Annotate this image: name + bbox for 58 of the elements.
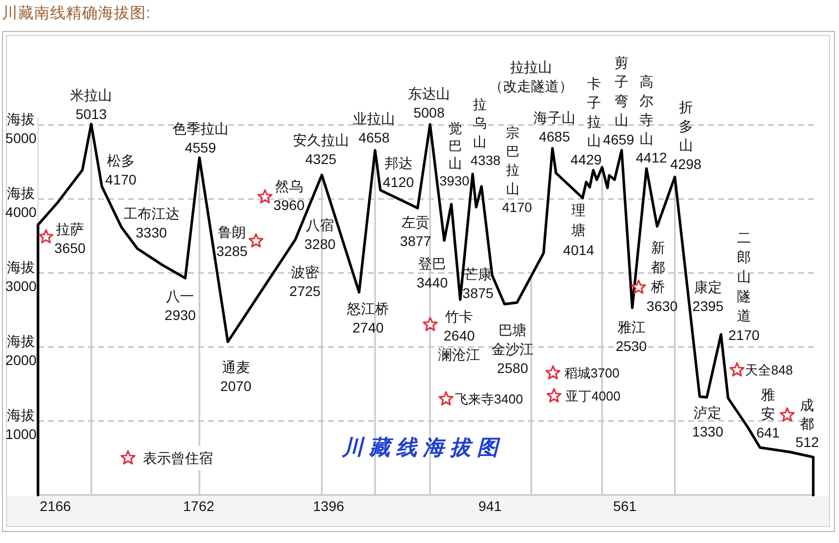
y-axis-title: 海拔: [7, 185, 35, 202]
annotation: 折多山 4298: [670, 99, 702, 172]
annotation: 新都桥 3630: [646, 239, 678, 314]
annotation: 宗巴拉山 4170: [502, 125, 532, 216]
annotation: 拉萨 3650: [54, 220, 86, 256]
annotation: 邦达 4120: [382, 155, 414, 190]
annotation: 高尔寺山 4412: [636, 74, 668, 166]
y-axis-title: 海拔: [7, 407, 35, 424]
y-axis-title: 海拔: [7, 333, 35, 350]
annotation: 剪子弯山 4659: [603, 54, 634, 148]
annotation: 理塘 4014: [563, 202, 594, 258]
annotation: 稻城3700: [564, 366, 620, 381]
annotation: 安久拉山 4325: [292, 132, 349, 167]
annotation: 松多 4170: [105, 152, 136, 188]
annotation: 拉拉山（改走隧道）: [489, 59, 573, 94]
annotation: 登巴 3440: [416, 255, 448, 290]
y-axis-title: 海拔: [7, 259, 35, 276]
annotation: 色季拉山 4559: [172, 120, 228, 156]
annotation: 鲁朗 3285: [216, 224, 248, 260]
annotation: 天全848: [745, 362, 793, 378]
annotation: 觉巴山 3930: [439, 121, 470, 189]
annotation: 通麦 2070: [220, 358, 252, 394]
annotation: 川藏线海拔图: [342, 434, 504, 460]
annotation: 东达山 5008: [408, 85, 450, 120]
annotation: 雅江 2530: [616, 318, 647, 354]
y-tick-label: 4000: [5, 204, 37, 220]
annotation: 八一 2930: [164, 288, 196, 324]
annotation: 工布江达 3330: [123, 206, 180, 241]
y-axis-title: 海拔: [7, 111, 35, 128]
y-tick-label: 3000: [5, 278, 37, 294]
annotation: 竹卡 2640 澜沧江: [438, 308, 480, 363]
annotation: 米拉山 5013: [70, 87, 112, 122]
annotation: 二郎山隧道 2170: [728, 229, 760, 343]
annotation: 然乌 3960: [273, 178, 305, 214]
annotation: 八宿 3280: [304, 217, 336, 252]
x-tick-label: 561: [613, 498, 636, 514]
x-tick-label: 1762: [183, 498, 214, 514]
annotation: 芒康 3875: [462, 266, 494, 302]
annotation: 飞来寺3400: [455, 392, 523, 407]
y-tick-label: 1000: [5, 426, 37, 442]
annotation: 表示曾住宿: [143, 450, 213, 466]
chart-title: 川藏南线精确海拔图:: [2, 5, 150, 22]
annotation: 波密 2725: [289, 264, 321, 300]
x-tick-label: 2166: [40, 498, 71, 514]
annotation: 拉乌山 4338: [470, 96, 501, 168]
annotation: 业拉山 4658: [353, 110, 396, 146]
annotation: 亚丁4000: [566, 388, 620, 404]
annotation: 成都 512: [796, 397, 819, 450]
x-tick-label: 1396: [313, 498, 344, 514]
y-tick-label: 5000: [5, 130, 37, 146]
annotation: 雅安 641: [756, 386, 780, 441]
x-tick-label: 941: [478, 498, 502, 514]
y-tick-label: 2000: [5, 352, 37, 368]
annotation: 左贡 3877: [400, 214, 432, 250]
annotation: 巴塘金沙江 2580: [492, 322, 534, 376]
annotation: 泸定 1330: [692, 404, 724, 440]
annotation: 怒江桥 2740: [347, 300, 390, 336]
annotation: 康定 2395: [692, 279, 724, 314]
